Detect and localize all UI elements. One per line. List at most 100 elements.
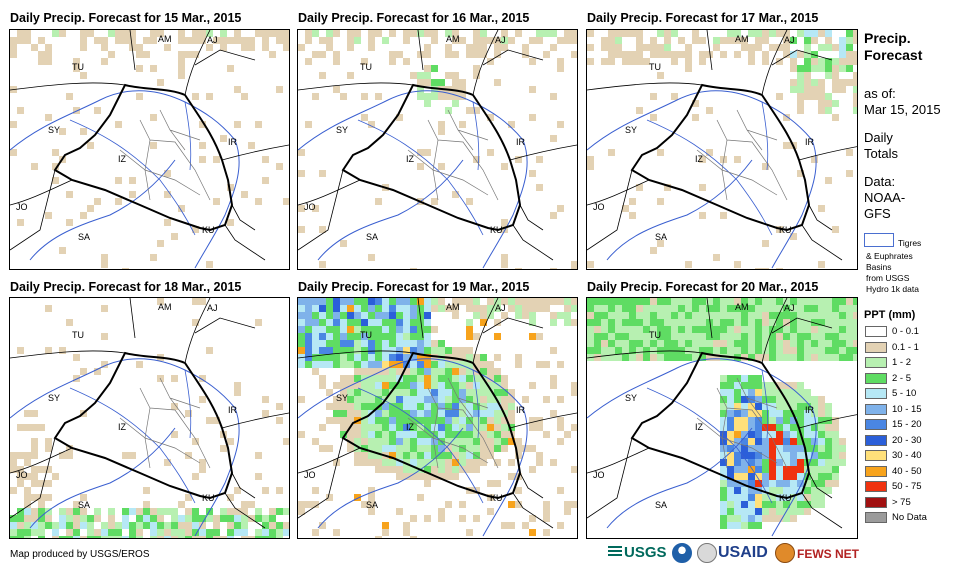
precip-cell [804,305,811,312]
precip-cell [424,410,431,417]
precip-cell [487,403,494,410]
precip-cell [171,515,178,522]
precip-cell [262,30,269,37]
precip-cell [601,333,608,340]
precip-cell [368,30,375,37]
precip-cell [846,170,853,177]
map-panel-3: AM AJ TU SY IZ IR JO SA KU [586,29,858,270]
precip-cell [685,326,692,333]
precip-cell [375,424,382,431]
precip-cell [438,424,445,431]
precip-cell [762,333,769,340]
precip-cell [839,438,846,445]
precip-cell [699,156,706,163]
precip-cell [382,417,389,424]
precip-cell [734,298,741,305]
precip-cell [501,219,508,226]
precip-cell [811,305,818,312]
precip-cell [550,135,557,142]
precip-cell [629,333,636,340]
precip-cell [790,480,797,487]
precip-cell [636,107,643,114]
precip-cell [157,240,164,247]
precip-cell [368,312,375,319]
precip-cell [262,37,269,44]
precip-cell [312,368,319,375]
precip-cell [45,480,52,487]
precip-cell [636,51,643,58]
precip-cell [536,452,543,459]
precip-cell [564,305,571,312]
precip-cell [150,508,157,515]
precip-cell [199,30,206,37]
precip-cell [283,30,289,37]
precip-cell [255,121,262,128]
country-label-am: AM [735,302,749,312]
precip-cell [846,326,853,333]
precip-cell [312,30,319,37]
precip-cell [424,305,431,312]
precip-cell [783,501,790,508]
precip-cell [832,319,839,326]
precip-cell [685,58,692,65]
precip-cell [825,347,832,354]
precip-cell [671,93,678,100]
precip-cell [382,522,389,529]
precip-cell [417,93,424,100]
ppt-swatch-label: 0.1 - 1 [892,341,919,353]
precip-cell [664,319,671,326]
precip-cell [354,459,361,466]
precip-cell [818,79,825,86]
precip-cell [354,375,361,382]
precip-cell [601,347,608,354]
precip-cell [262,515,269,522]
precip-cell [164,219,171,226]
precip-cell [720,431,727,438]
precip-cell [727,487,734,494]
precip-cell [375,452,382,459]
precip-cell [818,58,825,65]
precip-cell [262,177,269,184]
precip-cell [790,515,797,522]
country-label-jo: JO [304,470,316,480]
precip-cell [776,326,783,333]
precip-cell [480,382,487,389]
precip-cell [480,431,487,438]
precip-cell [319,326,326,333]
precip-cell [178,30,185,37]
precip-cell [45,347,52,354]
precip-cell [839,459,846,466]
precip-cell [797,79,804,86]
precip-cell [818,65,825,72]
precip-cell [832,473,839,480]
precip-cell [389,305,396,312]
precip-cell [452,354,459,361]
precip-cell [853,305,857,312]
precip-cell [234,529,241,536]
precip-cell [452,79,459,86]
precip-cell [122,30,129,37]
precip-cell [494,375,501,382]
precip-cell [769,431,776,438]
precip-cell [804,424,811,431]
precip-cell [529,529,536,536]
precip-cell [748,340,755,347]
precip-cell [375,459,382,466]
precip-cell [213,515,220,522]
precip-cell [811,319,818,326]
precip-cell [825,445,832,452]
precip-cell [326,445,333,452]
precip-cell [31,473,38,480]
precip-cell [80,508,87,515]
basin-boundary [298,358,528,537]
precip-cell [608,44,615,51]
precip-cell [262,529,269,536]
precip-cell [326,354,333,361]
precip-cell [445,51,452,58]
precip-cell [445,44,452,51]
precip-cell [706,340,713,347]
country-label-iz: IZ [695,422,704,432]
precip-cell [825,37,832,44]
precip-cell [234,515,241,522]
precip-cell [755,312,762,319]
